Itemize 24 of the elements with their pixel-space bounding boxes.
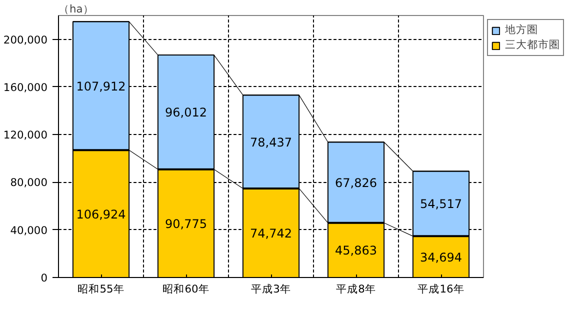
data-label: 96,012 bbox=[165, 106, 208, 120]
y-tick-label: 200,000 bbox=[3, 33, 48, 46]
data-label: 34,694 bbox=[420, 250, 462, 264]
data-label: 67,826 bbox=[335, 176, 378, 190]
x-tick-label: 昭和55年 bbox=[78, 282, 124, 296]
data-label: 45,863 bbox=[335, 244, 378, 258]
y-tick-label: 120,000 bbox=[3, 128, 48, 142]
x-tick-label: 昭和60年 bbox=[162, 282, 210, 296]
data-label: 106,924 bbox=[76, 207, 126, 222]
x-tick-label: 平成16年 bbox=[418, 282, 464, 296]
y-tick-label: 40,000 bbox=[10, 224, 48, 237]
legend-label: 三大都市圏 bbox=[505, 38, 560, 52]
legend-label: 地方圏 bbox=[505, 23, 538, 37]
data-label: 78,437 bbox=[250, 135, 292, 150]
y-axis-title: （ha） bbox=[58, 2, 94, 16]
x-tick-label: 平成3年 bbox=[251, 282, 291, 296]
data-label: 74,742 bbox=[250, 226, 292, 240]
x-tick-label: 平成8年 bbox=[336, 282, 376, 296]
data-label: 90,775 bbox=[165, 216, 208, 231]
data-label: 107,912 bbox=[76, 79, 126, 94]
y-tick-label: 0 bbox=[40, 272, 48, 284]
data-label: 54,517 bbox=[420, 197, 462, 212]
y-tick-label: 80,000 bbox=[10, 176, 48, 190]
y-tick-label: 160,000 bbox=[3, 80, 48, 94]
